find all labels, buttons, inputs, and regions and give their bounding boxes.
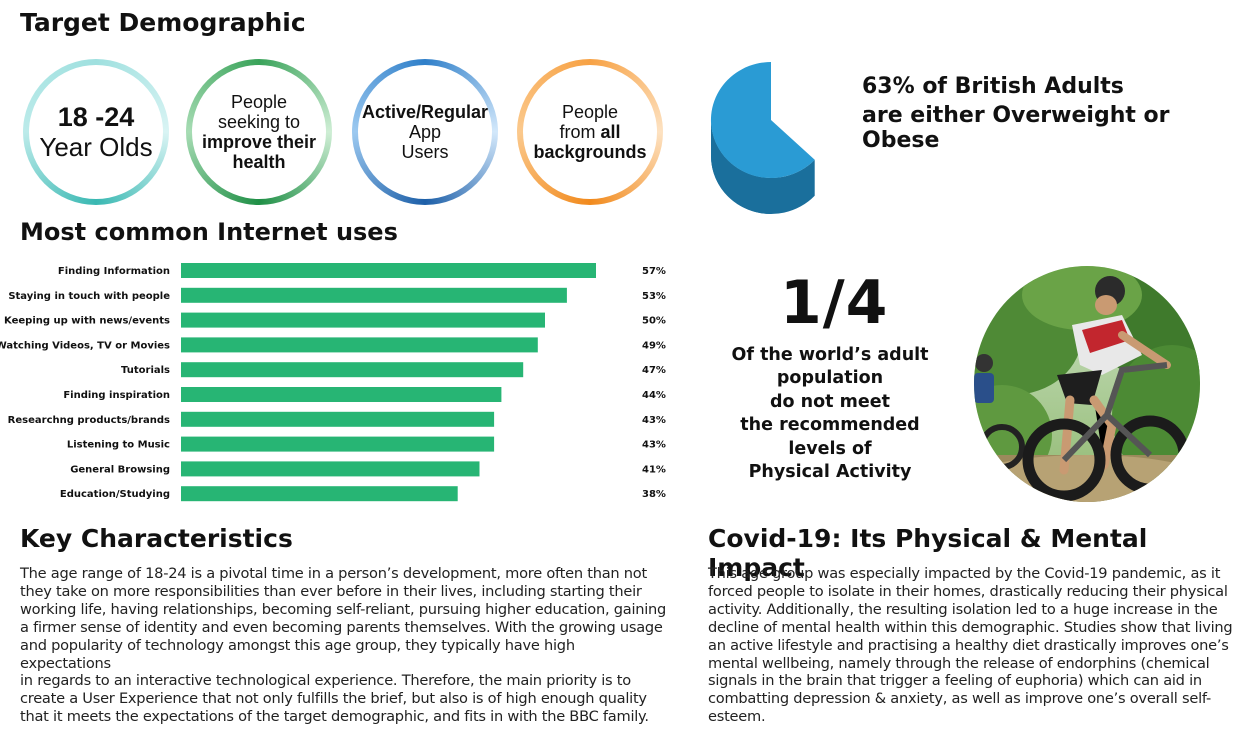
activity-line: Of the world’s adult	[731, 345, 929, 365]
activity-line: the recommended	[740, 415, 920, 436]
bubble-text-bold: backgrounds	[533, 142, 647, 163]
paragraph-line: and popularity of technology amongst thi…	[20, 636, 575, 672]
paragraph-line: that it meets the expectations of the ta…	[20, 708, 649, 726]
bar-category-label: Listening to Music	[67, 440, 170, 451]
internet-uses-title: Most common Internet uses	[20, 218, 398, 246]
bubble-text-bold: Active/Regular	[361, 101, 489, 122]
paragraph-line: This age group was especially impacted b…	[708, 565, 1221, 582]
paragraph-line: esteem.	[708, 708, 766, 726]
paragraph-line: working life, having relationships, beco…	[20, 600, 667, 618]
bar-value-label: 43%	[642, 440, 666, 451]
bar-category-label: Keeping up with news/events	[4, 316, 170, 327]
bar-value-label: 57%	[642, 266, 666, 277]
bubble-text-plain: from	[559, 121, 601, 142]
paragraph-line: signals in the brain that trigger a feel…	[708, 672, 1202, 690]
bar-value-label: 43%	[642, 415, 666, 426]
age-range-bubble: 18 -24 Year Olds	[23, 59, 169, 205]
paragraph-line: in regards to an interactive technologic…	[20, 672, 631, 690]
covid-impact-text: This age group was especially impacted b…	[708, 565, 1233, 726]
bar-value-label: 53%	[642, 291, 666, 302]
covid-impact-title: Covid-19: Its Physical & Mental Impact	[708, 524, 1148, 582]
bar	[181, 461, 480, 477]
pie-slice	[710, 61, 815, 178]
bar-value-label: 41%	[642, 464, 666, 475]
activity-line: levels of	[788, 438, 872, 459]
bubble-text: People	[561, 101, 619, 122]
bar-category-label: Watching Videos, TV or Movies	[0, 340, 170, 351]
paragraph-line: activity. Additionally, the resulting is…	[708, 600, 1218, 618]
bar	[181, 263, 596, 278]
cyclists-photo	[974, 266, 1200, 502]
paragraph-line: create a User Experience that not only f…	[20, 690, 647, 708]
age-range-label: Year Olds	[39, 131, 153, 162]
activity-line: do not meet	[770, 391, 890, 412]
page-title: Target Demographic	[20, 8, 306, 37]
bar-category-label: Finding inspiration	[63, 390, 170, 401]
key-characteristics-text: The age range of 18-24 is a pivotal time…	[20, 565, 670, 726]
bar-value-label: 49%	[642, 340, 666, 351]
bar	[181, 436, 495, 452]
obesity-pie-chart	[710, 61, 815, 214]
bar-value-label: 38%	[642, 489, 666, 500]
bar	[181, 337, 538, 353]
bubble-text-bold: health	[232, 152, 286, 173]
paragraph-line: an active lifestyle and practising a hea…	[708, 636, 1229, 654]
activity-statement: Of the world’s adult population do not m…	[700, 344, 960, 484]
obesity-stat-line1: 63% of British Adults	[862, 74, 1124, 99]
bubble-text: Users	[401, 142, 449, 163]
bar	[181, 486, 458, 502]
paragraph-line: forced people to isolate in their homes,…	[708, 582, 1228, 600]
paragraph-line: a firmer sense of identity and even beco…	[20, 618, 663, 636]
bar-category-label: Staying in touch with people	[8, 291, 170, 302]
activity-fraction: 1/4	[780, 268, 889, 338]
bar-category-label: Finding Information	[58, 266, 170, 277]
paragraph-line: The age range of 18-24 is a pivotal time…	[20, 565, 647, 582]
bubble-text: seeking to	[217, 111, 301, 132]
activity-line: Physical Activity	[748, 462, 912, 483]
bar	[181, 287, 567, 303]
app-users-bubble: Active/Regular App Users	[352, 59, 498, 205]
key-characteristics-title: Key Characteristics	[20, 524, 293, 553]
bar-value-label: 50%	[642, 316, 666, 327]
pie-slice-edge	[711, 120, 771, 214]
backgrounds-bubble: People from all backgrounds	[517, 59, 663, 205]
bubble-text-bold: improve their	[201, 132, 317, 152]
bar	[181, 362, 524, 378]
paragraph-line: combatting depression & anxiety, as well…	[708, 690, 1211, 708]
bar	[181, 411, 495, 427]
obesity-stat-line2: are either Overweight or Obese	[862, 103, 1170, 153]
bubble-text: People	[230, 91, 288, 112]
bar	[181, 387, 502, 402]
bar	[181, 312, 545, 328]
bubble-text-bold: all	[600, 121, 621, 142]
paragraph-line: decline of mental health within this dem…	[708, 618, 1233, 636]
health-seekers-bubble: People seeking to improve their health	[186, 59, 332, 205]
internet-uses-bar-chart: Finding Information 57% Staying in touch w…	[0, 263, 666, 502]
bar-category-label: Tutorials	[121, 365, 170, 376]
bar-category-label: Researchng products/brands	[8, 415, 170, 426]
activity-line: population	[776, 368, 884, 389]
bar-value-label: 47%	[642, 365, 666, 376]
age-range-value: 18 -24	[57, 102, 135, 133]
paragraph-line: mental wellbeing, namely through the rel…	[708, 654, 1210, 672]
bubble-text: App	[408, 121, 442, 142]
bar-category-label: Education/Studying	[60, 489, 170, 500]
bubble-text: from all	[559, 122, 620, 142]
bar-category-label: General Browsing	[70, 464, 170, 475]
bar-value-label: 44%	[642, 390, 666, 401]
paragraph-line: they take on more responsibilities than …	[20, 582, 642, 600]
